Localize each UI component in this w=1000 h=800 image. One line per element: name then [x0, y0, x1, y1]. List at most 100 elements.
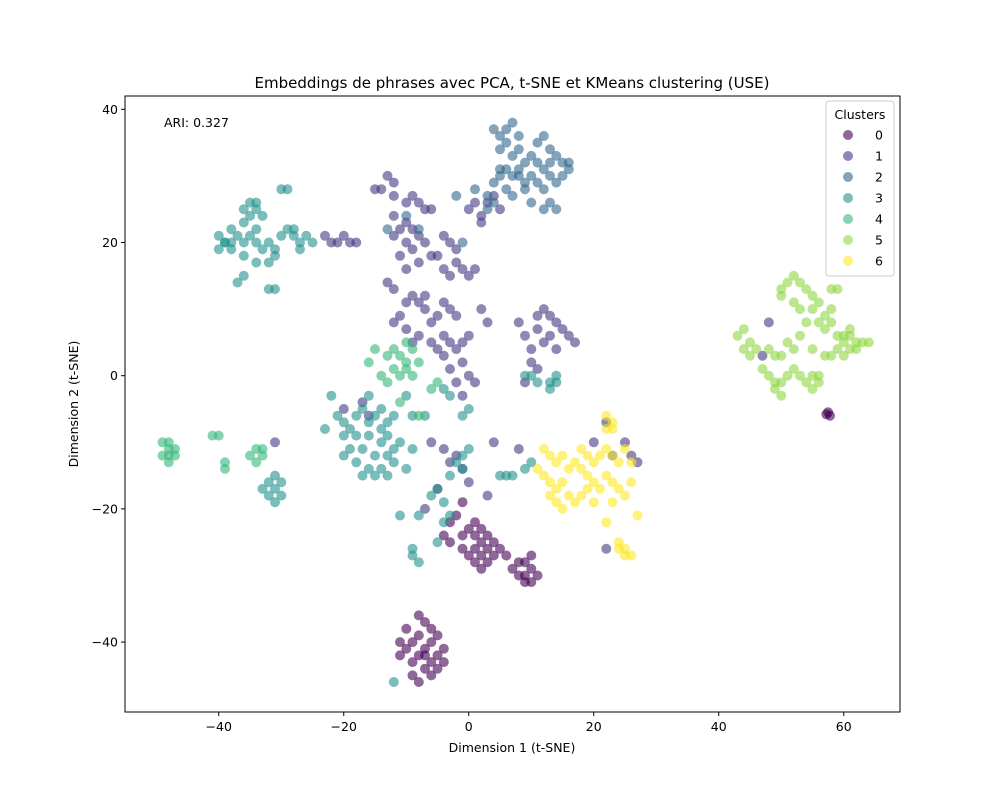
point-cluster-3-43 — [351, 410, 362, 421]
point-cluster-2-30 — [520, 184, 530, 195]
point-cluster-1-0 — [382, 170, 393, 181]
point-cluster-4-18 — [388, 344, 399, 355]
point-cluster-3-23 — [232, 277, 243, 288]
point-cluster-0-40 — [526, 563, 537, 574]
legend-label-4: 4 — [875, 212, 883, 227]
point-cluster-0-14 — [395, 637, 405, 648]
point-cluster-5-30 — [826, 284, 837, 295]
point-cluster-3-17 — [245, 210, 255, 221]
point-cluster-5-56 — [795, 330, 805, 341]
x-tick-label: 60 — [836, 719, 852, 734]
point-cluster-5-41 — [770, 384, 780, 394]
chart-title: Embeddings de phrases avec PCA, t-SNE et… — [255, 74, 770, 92]
point-cluster-2-18 — [551, 177, 562, 188]
point-cluster-3-103 — [388, 677, 399, 687]
point-cluster-2-39 — [563, 157, 574, 168]
point-cluster-5-10 — [807, 304, 818, 315]
point-cluster-5-34 — [738, 344, 749, 355]
point-cluster-3-61 — [376, 463, 387, 474]
point-cluster-3-82 — [270, 497, 280, 508]
point-cluster-0-30 — [482, 557, 493, 568]
legend-marker-3 — [843, 193, 853, 203]
point-cluster-3-60 — [363, 463, 374, 474]
point-cluster-2-46 — [545, 197, 555, 208]
point-cluster-3-0 — [213, 230, 224, 241]
point-cluster-2-0 — [488, 124, 499, 135]
point-cluster-1-115 — [601, 543, 612, 554]
point-cluster-1-19 — [438, 230, 449, 241]
point-cluster-3-19 — [238, 204, 249, 215]
point-cluster-6-21 — [538, 470, 549, 481]
point-cluster-6-27 — [576, 490, 587, 501]
point-cluster-0-15 — [407, 670, 418, 681]
point-cluster-1-31 — [451, 257, 462, 268]
point-cluster-3-85 — [407, 543, 418, 554]
point-cluster-1-51 — [395, 310, 405, 321]
point-cluster-5-12 — [801, 317, 812, 328]
point-cluster-1-75 — [551, 317, 562, 328]
point-cluster-3-8 — [263, 237, 274, 248]
legend-box — [825, 100, 895, 277]
point-cluster-4-29 — [363, 357, 374, 368]
point-cluster-1-30 — [438, 264, 449, 275]
point-cluster-3-89 — [445, 510, 455, 521]
point-cluster-2-29 — [507, 190, 518, 201]
point-cluster-5-55 — [788, 344, 799, 355]
point-cluster-3-56 — [370, 450, 380, 461]
y-tick-label: −20 — [92, 501, 118, 516]
point-cluster-1-89 — [426, 437, 437, 448]
point-cluster-3-51 — [363, 430, 374, 441]
point-cluster-3-91 — [451, 457, 462, 468]
point-cluster-1-117 — [763, 317, 774, 328]
point-cluster-2-1 — [495, 131, 505, 141]
point-cluster-3-109 — [545, 384, 555, 394]
point-cluster-0-12 — [420, 617, 430, 628]
point-cluster-4-28 — [413, 357, 424, 368]
point-cluster-1-116 — [757, 350, 768, 361]
point-cluster-3-31 — [301, 230, 312, 241]
point-cluster-2-7 — [495, 144, 505, 155]
point-cluster-2-36 — [545, 144, 555, 155]
point-cluster-6-42 — [601, 410, 612, 421]
point-cluster-2-8 — [513, 144, 524, 155]
point-cluster-1-99 — [488, 437, 499, 448]
point-cluster-5-25 — [845, 330, 855, 341]
point-cluster-4-31 — [370, 344, 380, 355]
point-cluster-6-10 — [588, 477, 599, 488]
point-cluster-1-29 — [432, 250, 443, 261]
point-cluster-0-35 — [476, 563, 487, 574]
point-cluster-3-53 — [382, 430, 393, 441]
point-cluster-1-59 — [445, 337, 455, 348]
point-cluster-3-46 — [370, 410, 380, 421]
point-cluster-5-43 — [782, 370, 793, 381]
point-cluster-4-15 — [245, 450, 255, 461]
point-cluster-0-47 — [526, 550, 537, 561]
point-cluster-0-31 — [463, 550, 474, 561]
point-cluster-3-32 — [307, 237, 318, 248]
point-cluster-1-79 — [563, 330, 574, 341]
legend-title: Clusters — [835, 107, 886, 122]
point-cluster-6-25 — [563, 490, 574, 501]
point-cluster-5-35 — [751, 344, 762, 355]
point-cluster-6-37 — [620, 550, 630, 561]
point-cluster-6-24 — [557, 477, 568, 488]
point-cluster-3-70 — [401, 463, 412, 474]
point-cluster-6-30 — [607, 497, 618, 508]
point-cluster-1-74 — [545, 310, 555, 321]
legend: Clusters 0 1 2 3 4 5 6 — [825, 100, 895, 277]
point-cluster-0-19 — [432, 663, 443, 674]
point-cluster-3-52 — [376, 437, 387, 448]
point-cluster-3-16 — [251, 224, 262, 235]
point-cluster-2-6 — [507, 150, 518, 161]
point-cluster-3-10 — [238, 250, 249, 261]
point-cluster-1-39 — [382, 277, 393, 288]
point-cluster-1-98 — [513, 444, 524, 454]
point-cluster-3-66 — [376, 404, 387, 414]
point-cluster-6-11 — [595, 483, 605, 494]
point-cluster-3-97 — [507, 470, 518, 481]
legend-marker-5 — [843, 235, 853, 245]
point-cluster-1-42 — [413, 297, 424, 308]
point-cluster-1-9 — [426, 204, 437, 215]
point-cluster-4-34 — [432, 377, 443, 388]
point-cluster-1-70 — [451, 377, 462, 388]
